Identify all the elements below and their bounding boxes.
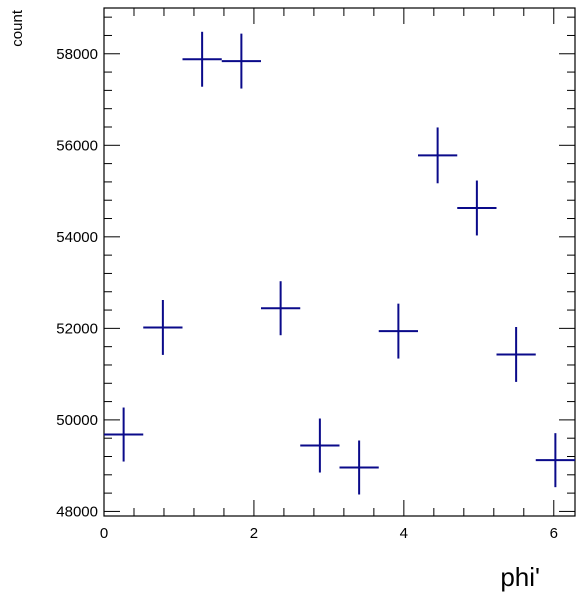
- data-point: [496, 326, 536, 382]
- data-series: [104, 31, 575, 495]
- data-point: [104, 407, 144, 462]
- y-tick-label: 48000: [56, 503, 98, 520]
- x-axis-title: phi': [500, 562, 540, 592]
- axes: 0 2 4 6 48000 50000 52000 54000 56000 58000: [56, 7, 576, 542]
- data-point: [300, 418, 340, 473]
- y-tick-label: 56000: [56, 137, 98, 154]
- y-tick-label: 52000: [56, 320, 98, 337]
- y-tick-label: 50000: [56, 412, 98, 429]
- data-point: [378, 303, 418, 359]
- x-tick-label: 2: [250, 525, 258, 542]
- data-point: [143, 299, 183, 355]
- data-point: [221, 33, 261, 89]
- x-tick-label: 4: [400, 525, 408, 542]
- data-point: [339, 440, 379, 495]
- y-axis-title: count: [9, 9, 26, 47]
- data-point: [535, 433, 575, 488]
- data-point: [418, 127, 458, 184]
- x-tick-label: 6: [550, 525, 558, 542]
- data-point: [457, 180, 497, 236]
- data-point: [261, 281, 301, 336]
- plot-frame: [103, 7, 576, 517]
- x-tick-label: 0: [100, 525, 108, 542]
- data-point: [182, 31, 222, 87]
- y-tick-label: 54000: [56, 229, 98, 246]
- y-tick-label: 58000: [56, 46, 98, 63]
